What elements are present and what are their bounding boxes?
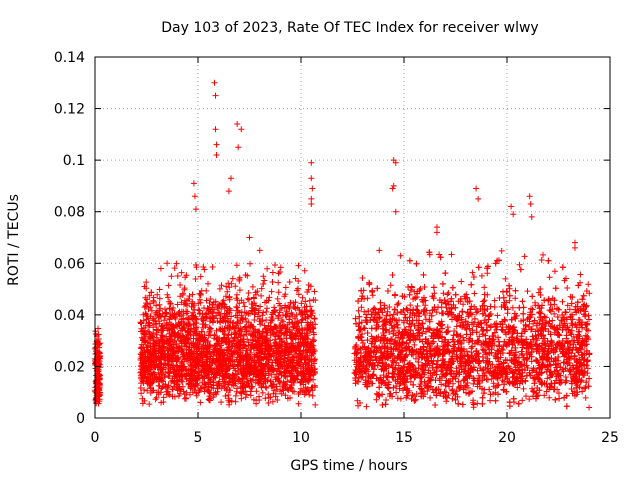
notable-point: [376, 247, 383, 254]
notable-point: [256, 247, 263, 254]
notable-point: [213, 141, 220, 148]
x-tick-label: 20: [498, 430, 516, 446]
notable-point: [389, 185, 396, 192]
notable-point: [213, 151, 220, 158]
x-tick-label: 5: [194, 430, 203, 446]
notable-point: [308, 195, 315, 202]
data-points: [92, 79, 593, 411]
x-tick-label: 0: [91, 430, 100, 446]
notable-point: [473, 185, 480, 192]
y-tick-label: 0.1: [63, 153, 85, 169]
notable-point: [571, 244, 578, 251]
notable-point: [508, 203, 515, 210]
notable-point: [475, 195, 482, 202]
notable-point: [571, 239, 578, 246]
notable-point: [392, 208, 399, 215]
notable-point: [225, 188, 232, 195]
notable-point: [433, 224, 440, 231]
notable-point: [192, 206, 199, 213]
y-tick-label: 0.04: [54, 308, 85, 324]
x-tick-label: 10: [292, 430, 310, 446]
y-axis-label: ROTI / TECUs: [6, 194, 22, 286]
y-tick-label: 0.12: [54, 102, 85, 118]
y-tick-label: 0: [76, 411, 85, 427]
notable-point: [308, 159, 315, 166]
data-point-marker: [351, 249, 593, 408]
chart-title: Day 103 of 2023, Rate Of TEC Index for r…: [161, 20, 538, 36]
notable-point: [235, 144, 242, 151]
notable-point: [309, 185, 316, 192]
notable-point: [211, 79, 218, 86]
notable-point: [308, 175, 315, 182]
notable-point: [246, 234, 253, 241]
notable-point: [527, 200, 534, 207]
axis-ticks: 0 0.02 0.04 0.06 0.08 0.1 0.12 0.14 0 5 10 15 20 25: [54, 50, 619, 446]
notable-point: [510, 211, 517, 218]
notable-point: [526, 193, 533, 200]
notable-point: [157, 265, 164, 272]
notable-point: [191, 193, 198, 200]
data-point-marker: [352, 251, 592, 410]
notable-point: [528, 213, 535, 220]
notable-point: [234, 121, 241, 128]
y-tick-label: 0.06: [54, 256, 85, 272]
notable-point: [212, 126, 219, 133]
y-tick-label: 0.14: [54, 50, 85, 66]
notable-point: [390, 182, 397, 189]
notable-point: [164, 260, 171, 267]
notable-point: [392, 159, 399, 166]
notable-point: [190, 180, 197, 187]
y-tick-label: 0.08: [54, 205, 85, 221]
x-tick-label: 25: [601, 430, 619, 446]
notable-point: [212, 92, 219, 99]
notable-point: [238, 126, 245, 133]
notable-point: [141, 283, 148, 290]
notable-point: [308, 200, 315, 207]
plot-frame: [94, 56, 611, 419]
notable-point: [433, 229, 440, 236]
y-tick-label: 0.02: [54, 359, 85, 375]
x-tick-label: 15: [395, 430, 413, 446]
notable-point: [227, 175, 234, 182]
x-axis-label: GPS time / hours: [290, 458, 407, 474]
